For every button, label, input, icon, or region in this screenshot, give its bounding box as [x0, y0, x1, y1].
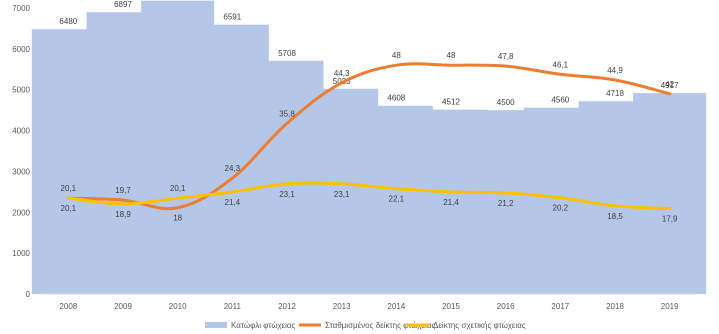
line-value-label: 48	[447, 51, 456, 60]
y-tick-label: 1000	[12, 249, 30, 258]
line-data-labels: 20,1 19,7 18 24,3 35,8 44,3 48 48 47,8 46,1 44,9 42…	[61, 51, 678, 223]
line-value-label: 48	[392, 51, 401, 60]
bar-series	[31, 0, 707, 295]
legend-swatch	[205, 322, 227, 328]
line-value-label: 35,8	[279, 109, 295, 118]
bar-value-label: 6591	[223, 13, 241, 22]
x-tick-label: 2017	[551, 302, 569, 311]
x-tick-label: 2015	[442, 302, 460, 311]
bar-value-label: 4917	[661, 81, 679, 90]
legend-label: Δείκτης σχετικής φτώχειας	[433, 321, 526, 330]
bar-value-label: 4608	[387, 94, 405, 103]
line-value-label: 21,2	[498, 199, 514, 208]
line-value-label: 44,9	[607, 66, 623, 75]
y-tick-label: 7000	[12, 4, 30, 13]
line-value-label: 19,7	[115, 186, 131, 195]
line-value-label: 20,1	[61, 184, 77, 193]
line-value-label: 18	[173, 214, 182, 223]
line-value-label: 46,1	[553, 60, 569, 69]
bar-value-label: 4718	[606, 89, 624, 98]
y-tick-label: 0	[26, 290, 31, 299]
series-line	[66, 62, 672, 211]
bar-value-label: 4512	[442, 98, 460, 107]
x-tick-label: 2018	[606, 302, 624, 311]
line-value-label: 17,9	[662, 215, 678, 224]
y-tick-label: 2000	[12, 208, 30, 217]
line-value-label: 21,4	[225, 198, 241, 207]
line-value-label: 21,4	[443, 198, 459, 207]
x-tick-label: 2008	[59, 302, 77, 311]
x-tick-label: 2011	[224, 302, 242, 311]
bar-value-label: 4500	[497, 98, 515, 107]
y-tick-label: 5000	[12, 86, 30, 95]
bar-value-label: 6897	[114, 0, 132, 9]
x-tick-label: 2012	[278, 302, 296, 311]
y-tick-label: 3000	[12, 167, 30, 176]
series-line	[66, 181, 672, 211]
x-tick-label: 2013	[333, 302, 351, 311]
line-value-label: 22,1	[389, 195, 405, 204]
left-y-axis: 0 1000 2000 3000 4000 5000 6000 7000	[12, 4, 30, 299]
line-value-label: 23,1	[334, 190, 350, 199]
x-tick-label: 2010	[169, 302, 187, 311]
line-value-label: 20,1	[61, 204, 77, 213]
legend-label: Κατώφλι φτώχειας	[231, 321, 296, 330]
y-tick-label: 6000	[12, 45, 30, 54]
x-axis: 2008 2009 2010 2011 2012 2013 2014 2015 2016 2017…	[41, 293, 697, 311]
legend: Κατώφλι φτώχειας Σταθμισμένος δείκτης φτώ…	[205, 321, 526, 330]
y-tick-label: 4000	[12, 127, 30, 136]
line-value-label: 20,2	[553, 204, 569, 213]
bar	[633, 93, 707, 294]
line-value-label: 47,8	[498, 52, 514, 61]
legend-label: Σταθμισμένος δείκτης φτώχειας	[325, 321, 436, 330]
line-series	[66, 62, 672, 211]
x-tick-label: 2019	[661, 302, 679, 311]
x-tick-label: 2016	[497, 302, 515, 311]
line-value-label: 18,9	[115, 210, 131, 219]
line-value-label: 24,3	[225, 164, 241, 173]
x-tick-label: 2014	[387, 302, 405, 311]
line-value-label: 18,5	[607, 212, 623, 221]
line-value-label: 23,1	[279, 190, 295, 199]
bar-value-label: 5708	[278, 49, 296, 58]
bar-value-label: 6480	[59, 17, 77, 26]
line-value-label: 20,1	[170, 184, 186, 193]
bar-value-label: 4560	[551, 96, 569, 105]
line-value-label: 44,3	[334, 69, 350, 78]
x-tick-label: 2009	[114, 302, 132, 311]
line-value-label: 42	[665, 80, 674, 89]
